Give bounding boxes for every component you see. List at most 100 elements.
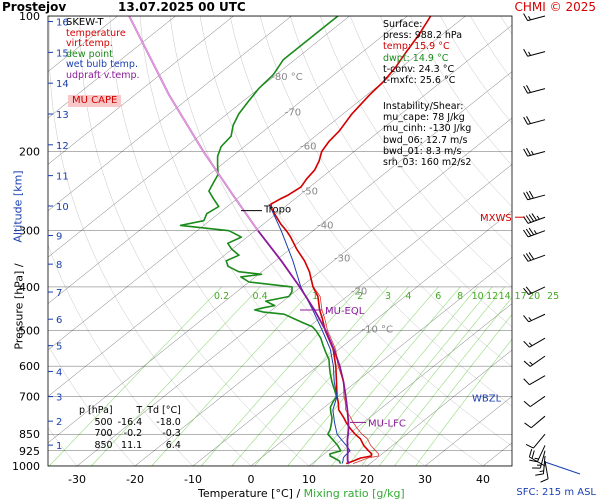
- legend-item: wet bulb temp.: [66, 59, 138, 71]
- isotherm: [366, 349, 512, 466]
- barb-flag: [526, 147, 531, 156]
- mixing-ratio-label: 0.4: [253, 291, 268, 302]
- wind-barb: [523, 213, 546, 224]
- instability-line: srh_03: 160 m2/s2: [383, 157, 472, 169]
- isotherm: [48, 24, 512, 397]
- isotherm-label: -30: [334, 254, 350, 265]
- barb-flag: [523, 254, 529, 262]
- isotherm: [48, 16, 408, 304]
- mixing-ratio-line: [48, 286, 222, 466]
- x-axis-label-temperature: Temperature [°C]: [198, 487, 293, 500]
- barb-flag: [523, 360, 531, 367]
- wind-barb: [523, 190, 546, 201]
- mixing-ratio-label: 25: [547, 291, 559, 302]
- wind-barb: [523, 286, 546, 295]
- km-tick-label: 6: [56, 315, 62, 326]
- barb-flag: [523, 116, 529, 125]
- barb-staff: [529, 395, 546, 408]
- barb-flag: [525, 286, 532, 294]
- dry-adiabat: [48, 427, 78, 466]
- wind-barb: [525, 433, 546, 449]
- barb-flag: [525, 253, 532, 261]
- isotherm-label: -10 °C: [361, 324, 393, 335]
- mixing-ratio-line: [361, 286, 505, 466]
- wind-barb: [523, 13, 546, 22]
- barb-flag: [528, 214, 535, 222]
- table-cell: -0.3: [162, 428, 181, 440]
- barb-half: [528, 51, 531, 56]
- table-header: T: [136, 405, 143, 416]
- mixing-ratio-label: 12: [486, 291, 498, 302]
- barb-flag: [531, 213, 537, 221]
- annotation-mu-lfc: MU-LFC: [368, 418, 406, 429]
- km-tick-label: 13: [56, 110, 69, 121]
- mixing-ratio-label: 8: [457, 291, 463, 302]
- barb-half: [528, 317, 532, 321]
- mixing-ratio-label: 6: [435, 291, 441, 302]
- km-tick-label: 16: [56, 18, 69, 29]
- mixing-ratio-line: [347, 286, 493, 466]
- p-tick-label: 700: [19, 390, 40, 403]
- barb-flag: [523, 340, 530, 348]
- barb-flag: [526, 85, 531, 93]
- mixing-ratio-line: [331, 286, 478, 466]
- barb-flag: [525, 443, 534, 449]
- mixing-ratio-label: 3: [385, 291, 391, 302]
- mixing-ratio-line: [231, 286, 389, 466]
- km-tick-label: 12: [56, 141, 69, 152]
- instability-line: mu_cape: 78 J/kg: [383, 112, 465, 124]
- p-tick-label: 925: [19, 445, 40, 458]
- credit: CHMI © 2025: [514, 0, 596, 14]
- mixing-ratio-line: [90, 286, 261, 466]
- isotherm: [48, 16, 176, 119]
- isotherm: [308, 303, 512, 466]
- barb-flag: [535, 473, 544, 476]
- km-tick-label: 11: [56, 172, 69, 183]
- barb-flag: [523, 48, 529, 57]
- chart-annotations: Tropo MXWS MU-EQL WBZL MU-LFC: [241, 205, 525, 429]
- surface-line: temp: 15.9 °C: [383, 41, 450, 53]
- isotherm-label: -40: [317, 221, 333, 232]
- dry-adiabat: [500, 16, 512, 35]
- isotherm: [48, 16, 292, 212]
- mu-cape-button[interactable]: MU CAPE: [68, 95, 122, 107]
- table-row: 500 -16.4 -18.0: [79, 417, 186, 429]
- isotherm: [76, 117, 512, 466]
- table-cell: 700: [94, 428, 113, 440]
- p-tick-label: 500: [19, 325, 40, 338]
- wind-barb: [523, 375, 546, 386]
- dry-adiabat: [440, 16, 512, 124]
- instability-line: bwd_01: 8.3 m/s: [383, 145, 462, 157]
- dry-adiabat: [380, 16, 512, 208]
- surface-line: t-mxfc: 25.6 °C: [383, 75, 456, 87]
- barb-half: [534, 457, 539, 460]
- x-tick-label: -20: [126, 473, 144, 486]
- p-tick-label: 850: [19, 428, 40, 441]
- chart-series: [128, 16, 432, 465]
- dry-adiabat: [289, 16, 512, 328]
- dry-adiabat: [79, 16, 310, 466]
- x-tick-label: -10: [184, 473, 202, 486]
- isotherm-label: -20: [351, 286, 367, 297]
- barb-staff: [530, 415, 546, 429]
- barb-flag: [528, 190, 534, 199]
- p-tick-label: 300: [19, 225, 40, 238]
- barb-flag: [525, 228, 532, 237]
- isotherm: [48, 16, 466, 351]
- km-tick-label: 8: [56, 260, 62, 271]
- table-cell: 850: [94, 439, 113, 451]
- dry-adiabat: [109, 16, 368, 466]
- mixing-ratio-label: 14: [499, 291, 511, 302]
- km-tick-label: 1: [56, 441, 62, 452]
- km-tick-label: 15: [56, 48, 69, 59]
- isotherm: [48, 16, 234, 165]
- barb-staff: [544, 460, 549, 479]
- barb-flag: [523, 287, 530, 295]
- p-tick-label: 1000: [12, 460, 40, 473]
- table-header: p [hPa]: [79, 405, 113, 416]
- mixing-ratio-label: 0.2: [214, 291, 229, 302]
- barb-flag: [531, 450, 535, 459]
- barb-staff: [529, 375, 546, 386]
- table-cell: -0.2: [123, 428, 143, 440]
